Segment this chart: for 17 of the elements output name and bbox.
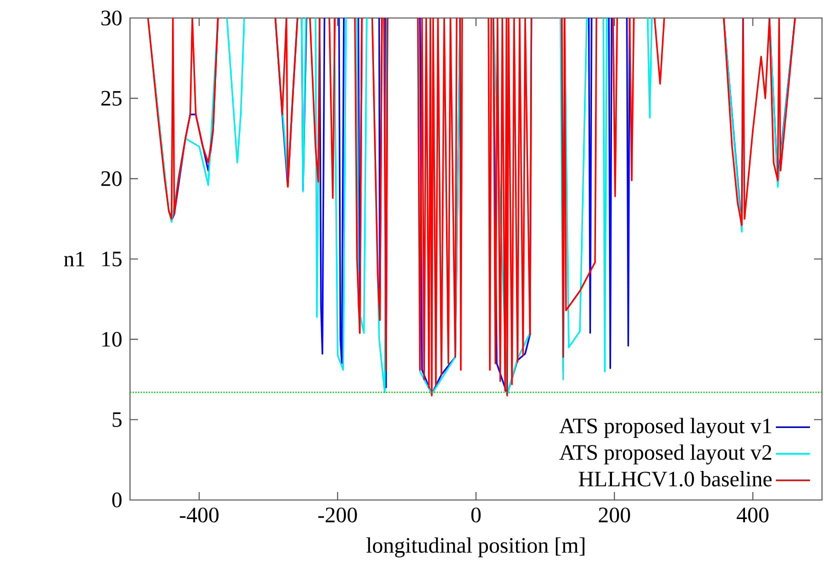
y-tick-label: 20 [101, 171, 122, 186]
x-tick-label: -400 [180, 508, 219, 522]
y-tick-label: 15 [102, 252, 122, 266]
legend-label: ATS proposed layout v2 [559, 444, 772, 464]
y-tick-label: 30 [101, 10, 122, 26]
y-axis-title: n1 [64, 252, 84, 266]
y-tick-label: 10 [102, 332, 122, 347]
x-tick-label: 400 [736, 508, 768, 522]
y-tick-label: 5 [112, 412, 122, 427]
x-tick-label: -200 [318, 508, 357, 522]
x-axis-title: longitudinal position [m] [366, 537, 584, 558]
y-tick-label: 25 [101, 90, 122, 106]
y-tick-label: 0 [112, 492, 122, 508]
x-tick-label: 200 [598, 508, 630, 522]
x-tick-label: 0 [471, 508, 481, 522]
legend-label: HLLHCV1.0 baseline [578, 471, 772, 487]
legend-label: ATS proposed layout v1 [559, 418, 772, 438]
